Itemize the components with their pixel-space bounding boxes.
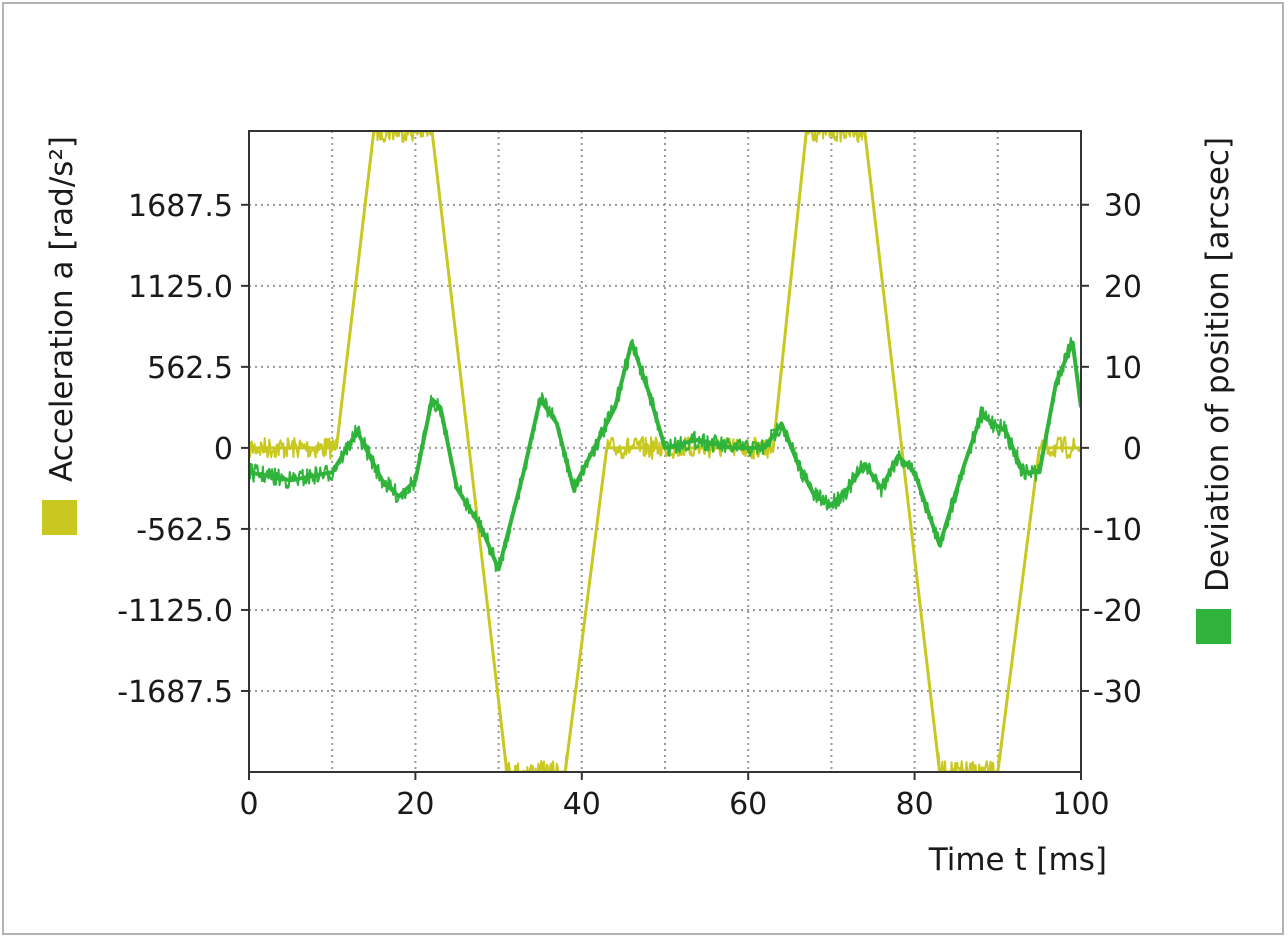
series-layer: [249, 131, 1081, 772]
x-tick-label: 20: [396, 787, 434, 822]
x-tick-label: 100: [1052, 787, 1109, 822]
y-right-tick-label: 30: [1104, 189, 1142, 224]
y-right-tick-label: 10: [1104, 351, 1142, 386]
y-left-tick-label: -1687.5: [117, 675, 233, 710]
x-tick-labels: 0 20 40 60 80 100: [239, 772, 1110, 822]
left-axis-legend: Acceleration a [rad/s²]: [42, 136, 80, 535]
y-left-tick-label: 1687.5: [128, 189, 233, 224]
y-right-tick-label: -10: [1093, 513, 1142, 548]
y-right-tick-label: 20: [1104, 270, 1142, 305]
right-axis-label: Deviation of position [arcsec]: [1200, 137, 1236, 592]
y-right-tick-label: 0: [1123, 432, 1142, 467]
y-right-tick-labels: 30 20 10 0 -10 -20 -30: [1081, 189, 1142, 710]
x-tick-label: 80: [896, 787, 934, 822]
y-left-tick-label: 0: [214, 432, 233, 467]
deviation-legend-swatch: [1196, 609, 1231, 644]
y-left-tick-label: -562.5: [136, 513, 233, 548]
right-axis-legend: Deviation of position [arcsec]: [1196, 137, 1236, 644]
y-left-tick-label: 562.5: [147, 351, 233, 386]
x-tick-label: 40: [563, 787, 601, 822]
y-left-tick-labels: 1687.5 1125.0 562.5 0 -562.5 -1125.0 -1687.5: [117, 189, 249, 710]
y-right-tick-label: -30: [1093, 675, 1142, 710]
x-tick-label: 0: [239, 787, 258, 822]
y-left-tick-label: 1125.0: [128, 270, 233, 305]
dual-axis-line-chart: 0 20 40 60 80 100 1687.51125.0562.50-562.5-11…: [42, 130, 1236, 878]
deviation-series: [249, 337, 1081, 573]
x-tick-label: 60: [729, 787, 767, 822]
left-axis-label: Acceleration a [rad/s²]: [44, 136, 80, 482]
acceleration-legend-swatch: [42, 500, 77, 535]
x-axis-label: Time t [ms]: [928, 842, 1107, 878]
plot-border: [248, 130, 1082, 773]
y-left-tick-label: -1125.0: [117, 594, 233, 629]
y-right-tick-label: -20: [1093, 594, 1142, 629]
